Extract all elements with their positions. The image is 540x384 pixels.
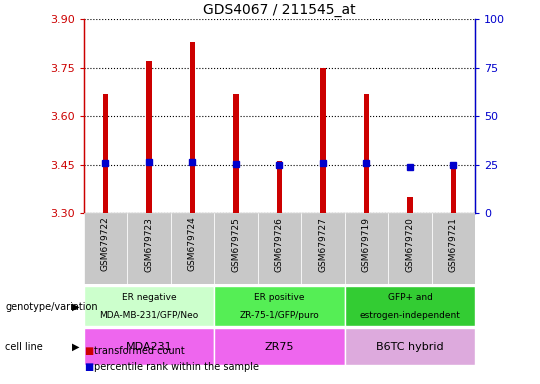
Text: estrogen-independent: estrogen-independent bbox=[360, 311, 461, 319]
Text: GSM679719: GSM679719 bbox=[362, 217, 371, 271]
Text: GSM679727: GSM679727 bbox=[319, 217, 327, 271]
Bar bbox=[103, 94, 108, 213]
Text: GFP+ and: GFP+ and bbox=[388, 293, 433, 302]
Text: ▶: ▶ bbox=[72, 342, 80, 352]
Bar bbox=[388, 213, 431, 284]
Bar bbox=[146, 61, 152, 213]
Text: MDA231: MDA231 bbox=[126, 341, 172, 352]
Bar bbox=[277, 161, 282, 213]
Bar bbox=[84, 286, 214, 326]
Text: transformed count: transformed count bbox=[94, 346, 185, 356]
Bar bbox=[345, 328, 475, 365]
Bar bbox=[84, 328, 214, 365]
Text: GSM679724: GSM679724 bbox=[188, 217, 197, 271]
Text: GSM679721: GSM679721 bbox=[449, 217, 458, 271]
Bar bbox=[320, 68, 326, 213]
Title: GDS4067 / 211545_at: GDS4067 / 211545_at bbox=[203, 3, 356, 17]
Text: ■: ■ bbox=[84, 362, 93, 372]
Text: cell line: cell line bbox=[5, 342, 43, 352]
Text: GSM679723: GSM679723 bbox=[145, 217, 153, 271]
Bar bbox=[407, 197, 413, 213]
Text: GSM679725: GSM679725 bbox=[232, 217, 240, 271]
Text: ZR-75-1/GFP/puro: ZR-75-1/GFP/puro bbox=[240, 311, 319, 319]
Bar bbox=[214, 213, 258, 284]
Bar bbox=[214, 328, 345, 365]
Bar bbox=[214, 286, 345, 326]
Bar bbox=[345, 286, 475, 326]
Bar bbox=[127, 213, 171, 284]
Bar bbox=[190, 42, 195, 213]
Text: percentile rank within the sample: percentile rank within the sample bbox=[94, 362, 260, 372]
Text: GSM679720: GSM679720 bbox=[406, 217, 415, 271]
Text: genotype/variation: genotype/variation bbox=[5, 302, 98, 312]
Text: B6TC hybrid: B6TC hybrid bbox=[376, 341, 444, 352]
Bar bbox=[345, 213, 388, 284]
Bar bbox=[233, 94, 239, 213]
Text: ZR75: ZR75 bbox=[265, 341, 294, 352]
Bar bbox=[364, 94, 369, 213]
Bar bbox=[258, 213, 301, 284]
Text: ■: ■ bbox=[84, 346, 93, 356]
Bar bbox=[451, 165, 456, 213]
Text: MDA-MB-231/GFP/Neo: MDA-MB-231/GFP/Neo bbox=[99, 311, 199, 319]
Text: GSM679726: GSM679726 bbox=[275, 217, 284, 271]
Bar bbox=[301, 213, 345, 284]
Text: GSM679722: GSM679722 bbox=[101, 217, 110, 271]
Bar bbox=[84, 213, 127, 284]
Text: ER positive: ER positive bbox=[254, 293, 305, 302]
Text: ER negative: ER negative bbox=[122, 293, 176, 302]
Bar bbox=[171, 213, 214, 284]
Bar bbox=[431, 213, 475, 284]
Text: ▶: ▶ bbox=[72, 302, 80, 312]
